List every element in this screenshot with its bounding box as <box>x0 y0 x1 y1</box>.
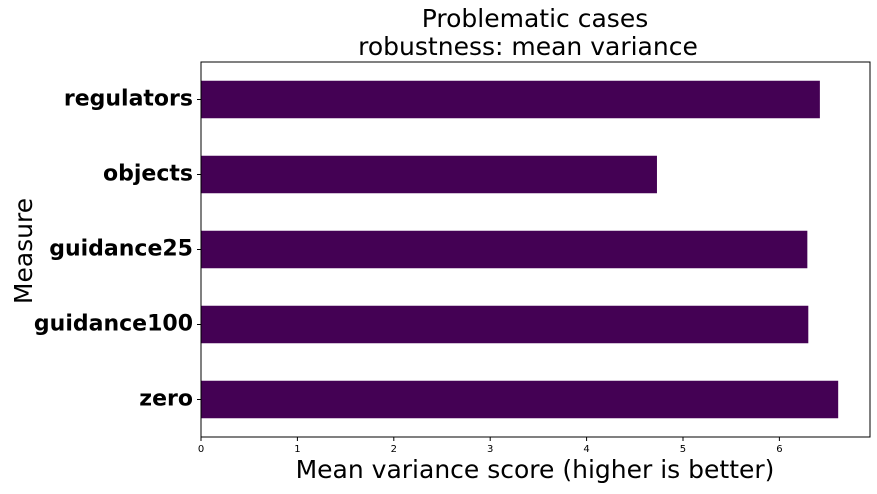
chart-title: Problematic cases <box>422 4 648 33</box>
y-axis-ticks: regulators objects guidance25 guidance100 ze… <box>34 87 201 412</box>
x-tick-label: 4 <box>583 444 589 455</box>
bar-regulators <box>201 80 820 119</box>
y-tick-label: guidance100 <box>34 312 193 337</box>
x-axis-label: Mean variance score (higher is better) <box>296 455 775 484</box>
chart-subtitle: robustness: mean variance <box>358 32 698 61</box>
y-tick-label: objects <box>103 162 193 187</box>
x-tick-label: 5 <box>680 444 686 455</box>
x-tick-label: 2 <box>391 444 397 455</box>
bar-guidance100 <box>201 305 809 344</box>
y-tick-label: regulators <box>64 87 193 112</box>
y-tick-label: guidance25 <box>49 237 193 262</box>
x-tick-label: 0 <box>198 444 204 455</box>
bar-objects <box>201 155 657 194</box>
x-axis-ticks: 0 1 2 3 4 5 6 <box>198 437 783 455</box>
bars-layer <box>201 80 839 419</box>
y-axis-label: Measure <box>9 198 38 304</box>
bar-zero <box>201 380 839 419</box>
bar-guidance25 <box>201 230 808 269</box>
x-tick-label: 1 <box>294 444 300 455</box>
x-tick-label: 6 <box>776 444 782 455</box>
x-tick-label: 3 <box>487 444 493 455</box>
y-tick-label: zero <box>139 387 193 412</box>
